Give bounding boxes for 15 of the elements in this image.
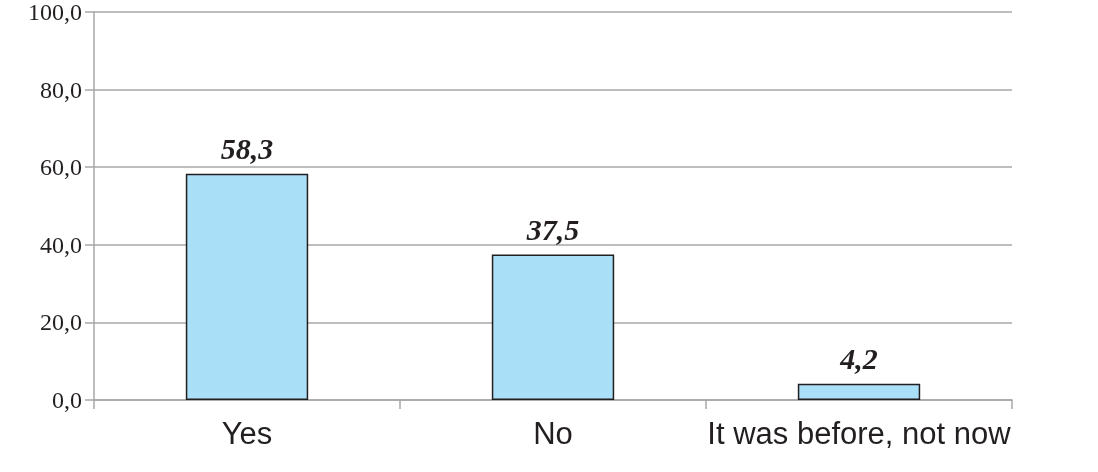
x-tick-label: Yes — [221, 416, 273, 451]
y-tick-label: 80,0 — [40, 76, 82, 103]
data-label: 37,5 — [525, 213, 580, 246]
data-label: 4,2 — [839, 342, 878, 376]
y-tick-label: 20,0 — [40, 309, 82, 336]
x-tick-label: It was before, not now — [707, 416, 1012, 451]
y-tick-label: 40,0 — [40, 231, 82, 258]
x-tick-label: No — [533, 416, 573, 451]
y-tick-label: 0,0 — [52, 387, 82, 413]
data-label: 58,3 — [220, 132, 274, 166]
y-tick-label: 60,0 — [40, 154, 82, 181]
y-tick-label: 100,0 — [28, 0, 82, 25]
bar — [797, 383, 921, 400]
bar — [491, 254, 615, 400]
bar — [185, 173, 309, 400]
